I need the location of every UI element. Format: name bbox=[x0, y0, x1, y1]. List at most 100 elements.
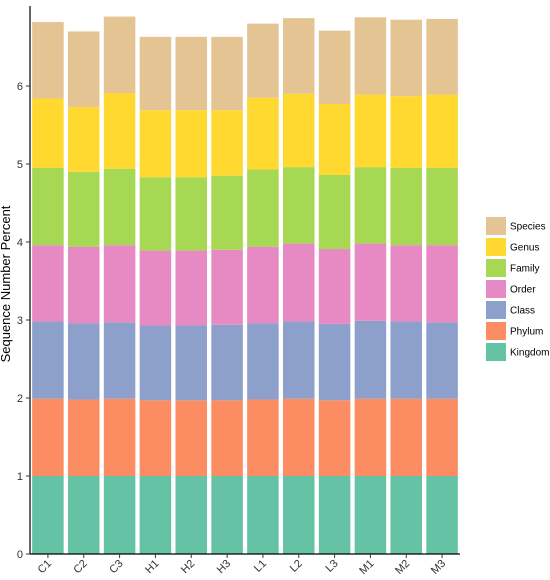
bar-C1-phylum bbox=[32, 398, 64, 476]
bar-C1-species bbox=[32, 22, 64, 99]
x-tick-label: H1 bbox=[143, 558, 161, 576]
bar-C1-class bbox=[32, 321, 64, 399]
bar-L2-species bbox=[282, 18, 315, 94]
bar-C3-family bbox=[103, 168, 136, 246]
bar-L2-kingdom bbox=[282, 476, 315, 554]
legend: Species Genus Family Order Class Phylum Kingdo… bbox=[486, 217, 549, 361]
bar-H3-order bbox=[211, 249, 243, 325]
bar-M3-family bbox=[426, 167, 458, 246]
bar-C2-phylum bbox=[67, 399, 100, 476]
legend-key-order bbox=[486, 280, 506, 298]
bar-M3-class bbox=[426, 322, 458, 399]
bar-H2-order bbox=[175, 250, 208, 326]
legend-label-species: Species bbox=[510, 222, 546, 233]
bar-M2-class bbox=[390, 321, 423, 399]
bar-C2-family bbox=[67, 171, 100, 247]
bar-H2-phylum bbox=[175, 400, 208, 476]
x-tick-label: M3 bbox=[429, 558, 448, 577]
bar-L3-genus bbox=[318, 103, 351, 175]
bar-L3-order bbox=[318, 249, 351, 324]
x-tick-label: C1 bbox=[36, 558, 54, 576]
bar-L1-family bbox=[247, 169, 279, 247]
y-tick-label: 1 bbox=[17, 471, 23, 483]
legend-key-species bbox=[486, 217, 506, 235]
bar-H3-phylum bbox=[211, 400, 243, 476]
bar-M1-order bbox=[354, 243, 387, 321]
y-tick-label: 2 bbox=[17, 393, 23, 405]
legend-label-class: Class bbox=[510, 306, 535, 317]
legend-label-family: Family bbox=[510, 264, 539, 275]
bar-L1-genus bbox=[247, 97, 279, 170]
bar-C1-genus bbox=[32, 98, 64, 168]
x-tick-label: L3 bbox=[324, 558, 341, 575]
bar-L2-genus bbox=[282, 93, 315, 168]
bar-H2-kingdom bbox=[175, 476, 208, 554]
x-tick-label: L1 bbox=[252, 558, 269, 575]
bar-M1-species bbox=[354, 17, 387, 95]
bar-L3-class bbox=[318, 323, 351, 401]
x-tick-label: H2 bbox=[179, 558, 197, 576]
bar-L1-class bbox=[247, 323, 279, 400]
bar-H3-species bbox=[211, 36, 243, 111]
bar-M2-kingdom bbox=[390, 476, 423, 554]
bar-C2-species bbox=[67, 31, 100, 108]
bar-H1-order bbox=[139, 250, 172, 326]
bar-L2-family bbox=[282, 167, 315, 244]
bar-L1-phylum bbox=[247, 399, 279, 476]
bar-H2-genus bbox=[175, 110, 208, 178]
bar-L1-species bbox=[247, 23, 279, 98]
bar-L3-family bbox=[318, 174, 351, 250]
bar-M2-family bbox=[390, 167, 423, 246]
legend-key-genus bbox=[486, 238, 506, 256]
bar-H1-species bbox=[139, 36, 172, 111]
bar-L3-phylum bbox=[318, 400, 351, 476]
bar-L3-kingdom bbox=[318, 476, 351, 554]
legend-label-kingdom: Kingdom bbox=[510, 348, 549, 359]
bar-C1-order bbox=[32, 245, 64, 322]
bar-L1-kingdom bbox=[247, 476, 279, 554]
bar-H1-genus bbox=[139, 110, 172, 178]
bar-H3-family bbox=[211, 175, 243, 250]
bar-C3-species bbox=[103, 16, 136, 94]
bar-C3-order bbox=[103, 245, 136, 323]
bar-H1-phylum bbox=[139, 400, 172, 476]
bar-C3-phylum bbox=[103, 398, 136, 476]
x-tick-label: M2 bbox=[393, 558, 412, 577]
legend-label-order: Order bbox=[510, 285, 536, 296]
y-tick-label: 4 bbox=[17, 237, 23, 249]
y-tick-label: 3 bbox=[17, 315, 23, 327]
legend-key-family bbox=[486, 259, 506, 277]
bar-C2-class bbox=[67, 323, 100, 400]
bar-M3-order bbox=[426, 245, 458, 323]
bar-M1-class bbox=[354, 320, 387, 399]
legend-label-genus: Genus bbox=[510, 243, 539, 254]
bar-M2-genus bbox=[390, 96, 423, 168]
bar-L2-phylum bbox=[282, 398, 315, 476]
bar-H3-kingdom bbox=[211, 476, 243, 554]
x-tick-label: M1 bbox=[357, 558, 376, 577]
bar-C3-kingdom bbox=[103, 476, 136, 554]
x-tick-label: H3 bbox=[215, 558, 233, 576]
bar-M3-phylum bbox=[426, 398, 458, 476]
bar-C3-class bbox=[103, 322, 136, 399]
bar-H2-family bbox=[175, 177, 208, 251]
bar-M3-kingdom bbox=[426, 476, 458, 554]
bar-L2-order bbox=[282, 243, 315, 322]
bar-M3-genus bbox=[426, 94, 458, 168]
bar-L2-class bbox=[282, 321, 315, 399]
bar-C1-family bbox=[32, 167, 64, 246]
bar-C3-genus bbox=[103, 93, 136, 169]
bar-H1-class bbox=[139, 325, 172, 401]
y-tick-label: 6 bbox=[17, 81, 23, 93]
bar-C2-order bbox=[67, 246, 100, 324]
bar-M2-order bbox=[390, 245, 423, 322]
bar-M1-kingdom bbox=[354, 476, 387, 554]
y-tick-label: 5 bbox=[17, 159, 23, 171]
bar-C1-kingdom bbox=[32, 476, 64, 554]
bar-H3-class bbox=[211, 324, 243, 401]
bar-C2-genus bbox=[67, 107, 100, 172]
legend-label-phylum: Phylum bbox=[510, 327, 543, 338]
x-tick-label: L2 bbox=[288, 558, 305, 575]
bar-H3-genus bbox=[211, 110, 243, 176]
